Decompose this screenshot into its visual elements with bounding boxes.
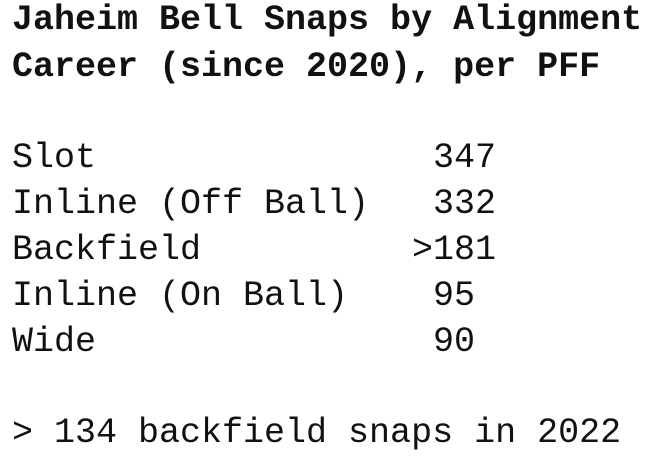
row-label: Backfield bbox=[12, 230, 202, 270]
row-value: >181 bbox=[412, 230, 497, 270]
row-value: 332 bbox=[433, 184, 497, 224]
row-label: Inline (On Ball) bbox=[12, 276, 349, 316]
row-label: Inline (Off Ball) bbox=[12, 184, 370, 224]
row-label: Wide bbox=[12, 322, 97, 362]
footnote: > 134 backfield snaps in 2022 bbox=[12, 413, 622, 453]
title-line: Jaheim Bell Snaps by Alignment bbox=[12, 0, 643, 40]
row-value: 347 bbox=[433, 138, 497, 178]
row-label: Slot bbox=[12, 138, 97, 178]
row-value: 95 bbox=[433, 276, 476, 316]
title-line: Career (since 2020), per PFF bbox=[12, 47, 601, 87]
row-value: 90 bbox=[433, 322, 476, 362]
